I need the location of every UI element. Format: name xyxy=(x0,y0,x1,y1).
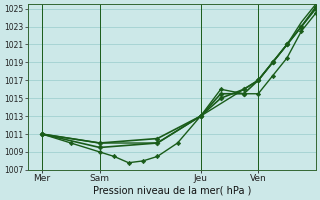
X-axis label: Pression niveau de la mer( hPa ): Pression niveau de la mer( hPa ) xyxy=(92,186,251,196)
